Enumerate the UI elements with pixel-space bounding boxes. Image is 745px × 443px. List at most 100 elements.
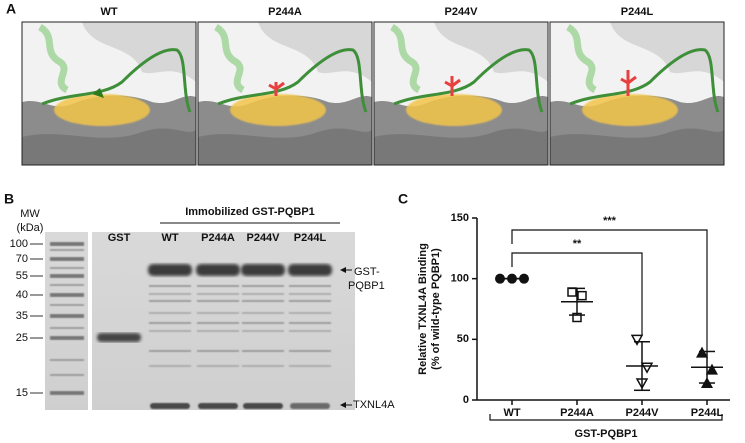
- band-label: GST-: [354, 266, 380, 278]
- helix: [213, 23, 246, 94]
- panel-label: B: [4, 191, 14, 207]
- ladder-band: [50, 242, 84, 246]
- helix: [565, 23, 598, 94]
- ladder-band: [50, 327, 84, 329]
- binding-site: [582, 94, 678, 126]
- faint-band: [289, 330, 331, 332]
- group-label: Immobilized GST-PQBP1: [185, 206, 315, 218]
- surface-shade: [550, 128, 724, 165]
- point: [635, 378, 649, 390]
- residue: [444, 76, 461, 96]
- x-tick-label: P244A: [560, 407, 594, 419]
- band: [148, 264, 192, 276]
- surface-shade: [22, 128, 196, 165]
- binding-site: [406, 94, 502, 126]
- image-frame: [373, 21, 549, 166]
- band: [198, 403, 238, 409]
- point: [519, 273, 529, 284]
- faint-band: [149, 300, 191, 302]
- faint-band: [197, 350, 239, 352]
- y-axis-label: (% of wild-type PQBP1): [430, 248, 442, 370]
- x-tick-label: WT: [503, 407, 520, 419]
- dot-plot: 0 50 100 150 Relative TXNL4A Binding (% of wi…: [417, 212, 730, 440]
- band-label: TXNL4A: [353, 399, 395, 411]
- band: [290, 403, 330, 409]
- residue: [268, 81, 285, 96]
- ladder-band: [50, 374, 84, 376]
- image-frame: [21, 21, 197, 166]
- faint-band: [242, 285, 284, 287]
- surface-back: [82, 22, 196, 82]
- ladder-label: 100: [10, 238, 28, 250]
- faint-band: [242, 293, 284, 295]
- ladder-label: 55: [16, 270, 28, 282]
- ladder-label: 35: [16, 310, 28, 322]
- faint-band: [242, 312, 284, 314]
- faint-band: [289, 365, 331, 367]
- y-tick-label: 150: [451, 212, 469, 224]
- surface-back: [434, 22, 548, 82]
- residue: [92, 88, 104, 98]
- surface-shade: [198, 128, 372, 165]
- gel: [92, 232, 355, 410]
- ladder-band: [50, 336, 84, 340]
- structure-image: [198, 22, 372, 165]
- faint-band: [149, 365, 191, 367]
- point: [701, 377, 713, 389]
- faint-band: [197, 285, 239, 287]
- y-axis-label: Relative TXNL4A Binding: [417, 243, 429, 375]
- group-bracket: [489, 414, 723, 421]
- ladder-label: 25: [16, 332, 28, 344]
- panel-title: P244V: [444, 6, 478, 18]
- faint-band: [197, 330, 239, 332]
- gel-panel: MW (kDa) 100 70 55 40 35 25 15 GST Immobilized GST…: [10, 206, 396, 411]
- faint-band: [197, 300, 239, 302]
- ladder-band: [50, 284, 84, 286]
- faint-band: [289, 322, 331, 324]
- faint-band: [242, 330, 284, 332]
- structure-image: [374, 22, 548, 165]
- x-tick-label: P244V: [625, 407, 659, 419]
- panel-title: P244A: [268, 6, 302, 18]
- lane-label: P244V: [246, 232, 280, 244]
- structure-image: [22, 22, 196, 165]
- point: [572, 312, 582, 323]
- band: [196, 264, 240, 276]
- arrow-head: [340, 402, 346, 408]
- band: [150, 403, 190, 409]
- point: [706, 363, 718, 375]
- panel-label: A: [6, 1, 16, 17]
- ladder-band: [50, 249, 84, 251]
- structure-panels: WT P244A P244V P244L: [21, 6, 725, 166]
- loop: [569, 48, 720, 113]
- significance-bracket: [511, 252, 643, 335]
- faint-band: [197, 365, 239, 367]
- panel-title: P244L: [621, 6, 654, 18]
- faint-band: [289, 285, 331, 287]
- band: [97, 333, 141, 342]
- faint-band: [289, 312, 331, 314]
- faint-band: [289, 350, 331, 352]
- point: [696, 346, 708, 358]
- faint-band: [289, 293, 331, 295]
- ladder-band: [50, 359, 84, 361]
- band: [241, 264, 285, 276]
- lane-label: GST: [108, 232, 131, 244]
- point: [507, 273, 517, 284]
- x-group-label: GST-PQBP1: [575, 428, 638, 440]
- faint-band: [149, 330, 191, 332]
- surface-back: [610, 22, 724, 82]
- faint-band: [149, 285, 191, 287]
- y-tick-label: 100: [451, 273, 469, 285]
- faint-band: [149, 322, 191, 324]
- point: [640, 362, 654, 374]
- ladder-band: [50, 274, 84, 278]
- significance-label: ***: [603, 215, 617, 227]
- residue: [620, 70, 637, 96]
- faint-band: [197, 322, 239, 324]
- band: [288, 264, 332, 276]
- y-tick-label: 0: [463, 394, 469, 406]
- point: [630, 334, 644, 346]
- panel-label: C: [398, 191, 408, 207]
